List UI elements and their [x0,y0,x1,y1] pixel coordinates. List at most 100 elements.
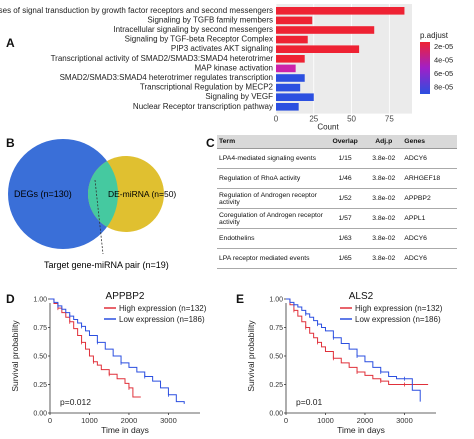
overlap-cell: 1/52 [325,188,366,209]
x-tick-label: 0 [48,416,52,425]
bar [276,55,305,63]
venn-degs-circle [8,139,118,249]
pathway-bar-chart: 0 25 50 75 Diseases of signal transduction b… [0,4,453,130]
genes-cell: ADCY6 [402,148,457,169]
panel-letter-c: C [206,136,215,150]
legend-title: p.adjust [420,31,449,40]
table-row: LPA receptor mediated events 1/65 3.8e-0… [217,248,457,269]
category-label: Transcriptional activity of SMAD2/SMAD3:… [51,54,274,63]
adjp-cell: 3.8e-02 [365,168,403,189]
x-axis-label: Time in days [337,425,385,435]
term-cell: Regulation of Androgen receptor activity [217,188,325,209]
y-tick-label: 0.00 [269,411,283,418]
adjp-cell: 3.8e-02 [365,208,403,229]
genes-cell: ADCY6 [402,248,457,269]
table-row: Endothelins 1/63 3.8e-02 ADCY6 [217,228,457,249]
term-cell: Regulation of RhoA activity [217,168,325,189]
category-label: Signaling by TGF-beta Receptor Complex [125,35,273,44]
y-tick-label: 0.50 [269,354,283,361]
x-tick-label: 1000 [81,416,98,425]
overlap-cell: 1/57 [325,208,366,229]
term-cell: Endothelins [217,228,325,249]
bar [276,35,308,44]
category-label: Signaling by TGFB family members [147,15,273,24]
survival-curve [50,298,141,398]
category-label: Diseases of signal transduction by growt… [0,6,273,15]
legend-label: Low expression (n=186) [119,315,205,324]
bar [276,7,405,15]
bar [276,83,301,92]
x-tick-label: 50 [347,115,356,124]
x-axis-label: Time in days [101,425,149,435]
table-row: Coregulation of Androgen receptor activi… [217,208,457,229]
x-tick-label: 75 [385,115,394,124]
bar [276,103,299,111]
term-cell: LPA4-mediated signaling events [217,148,325,169]
x-tick-label: 0 [274,115,279,124]
x-axis-label: Count [317,123,339,130]
panel-letter-b: B [6,136,15,150]
legend-label: High expression (n=132) [119,304,207,313]
term-cell: Coregulation of Androgen receptor activi… [217,208,325,229]
p-value-label: p=0.01 [296,397,323,407]
x-tick-label: 3000 [160,416,177,425]
category-label: Transcriptional Regulation by MECP2 [140,83,274,92]
plot-title: APPBP2 [106,291,145,302]
term-cell: LPA receptor mediated events [217,248,325,269]
bar [276,45,360,53]
table-header-row: Term Overlap Adj.p Genes [217,135,457,149]
y-tick-label: 0.25 [33,382,47,389]
column-header: Adj.p [365,135,403,149]
table-row: LPA4-mediated signaling events 1/15 3.8e… [217,148,457,169]
x-tick-label: 2000 [121,416,138,425]
genes-cell: APPL1 [402,208,457,229]
category-label: Signaling by VEGF [205,92,273,101]
survival-plot-als2: ALS2 0.00 0.25 0.50 0.75 1.00 0 1000 2000 3000 Tim… [246,291,443,435]
bar [276,16,313,25]
colorbar [420,42,430,94]
genes-cell: ADCY6 [402,228,457,249]
legend-label: Low expression (n=186) [355,315,441,324]
survival-plot-appbp2: APPBP2 0.00 0.25 0.50 0.75 1.00 0 1000 2000 3000 T… [10,291,207,435]
adjp-cell: 3.8e-02 [365,248,403,269]
survival-curve [286,298,421,402]
colorbar-tick-label: 8e-05 [434,83,453,92]
legend-label: High expression (n=132) [355,304,443,313]
genes-cell: APPBP2 [402,188,457,209]
venn-degs-label: DEGs (n=130) [14,189,72,199]
x-tick-label: 1000 [317,416,334,425]
y-tick-label: 0.75 [269,325,283,332]
colorbar-tick-label: 6e-05 [434,69,453,78]
bar [276,64,296,73]
panel-letter-d: D [6,292,15,306]
x-tick-label: 3000 [396,416,413,425]
bar [276,74,305,82]
y-tick-label: 1.00 [33,297,47,304]
colorbar-tick-label: 2e-05 [434,42,453,51]
table-row: Regulation of RhoA activity 1/46 3.8e-02… [217,168,457,189]
category-label: Intracellular signaling by second messen… [113,25,273,34]
bar [276,26,375,34]
p-value-label: p=0.012 [60,397,91,407]
category-label: Nuclear Receptor transcription pathway [133,102,273,111]
adjp-cell: 3.8e-02 [365,228,403,249]
column-header: Overlap [325,135,366,149]
venn-overlap-region [88,161,118,227]
y-tick-label: 1.00 [269,297,283,304]
y-axis-label: Survival probability [10,320,20,392]
bar [276,93,314,101]
category-label: MAP kinase activation [194,63,273,72]
overlap-cell: 1/65 [325,248,366,269]
category-label: SMAD2/SMAD3:SMAD4 heterotrimer regulates… [60,73,273,82]
overlap-cell: 1/63 [325,228,366,249]
column-header: Term [217,135,325,149]
venn-pair-label: Target gene-miRNA pair (n=19) [44,260,169,270]
overlap-cell: 1/46 [325,168,366,189]
panel-letter-e: E [236,292,245,306]
x-tick-label: 25 [309,115,318,124]
venn-mirna-label: DE-miRNA (n=50) [108,189,176,199]
venn-pointer-line [94,179,104,255]
column-header: Genes [402,135,457,149]
colorbar-tick-label: 4e-05 [434,56,453,65]
table-row: Regulation of Androgen receptor activity… [217,188,457,209]
